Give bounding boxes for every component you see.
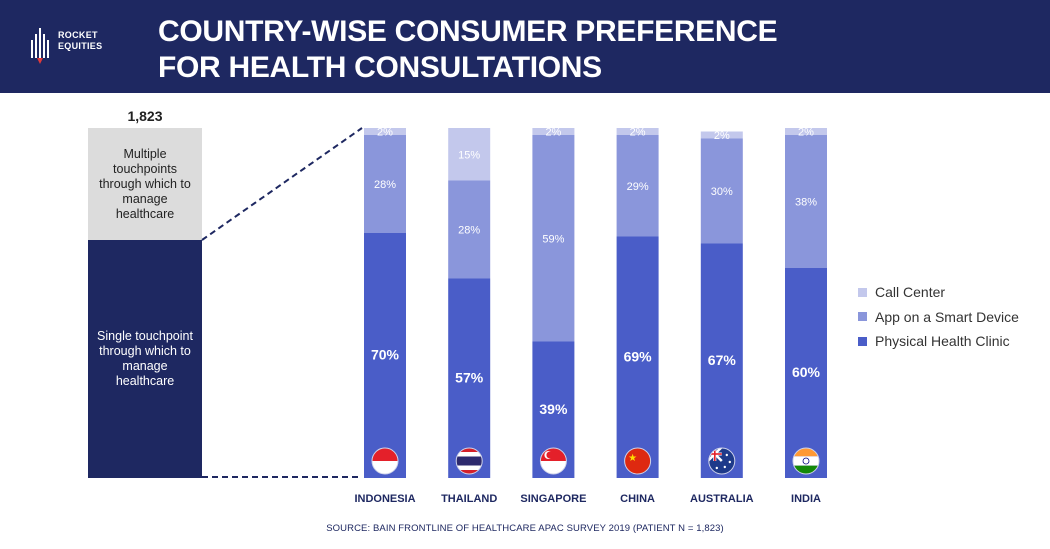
bar-china-physical-health-clinic (616, 236, 659, 478)
logo-line-1: ROCKET (58, 30, 98, 40)
data-label-australia-app-on-a-smart-device: 30% (711, 186, 733, 198)
page-title: COUNTRY-WISE CONSUMER PREFERENCE FOR HEA… (158, 14, 778, 86)
bar-india-physical-health-clinic (785, 268, 827, 478)
data-label-china-physical-health-clinic: 69% (624, 348, 653, 364)
indonesia-flag-icon (371, 447, 399, 475)
data-label-singapore-physical-health-clinic: 39% (539, 401, 568, 417)
bar-china-app-on-a-smart-device (616, 135, 659, 237)
legend-swatch-clinic (858, 336, 867, 346)
multiple-touchpoints-box: Multiple touchpoints through which to ma… (88, 128, 202, 240)
data-label-india-call-center: 2% (798, 127, 814, 139)
data-label-indonesia-physical-health-clinic: 70% (371, 347, 400, 363)
legend-swatch-call-center (858, 287, 867, 297)
data-label-thailand-app-on-a-smart-device: 28% (458, 225, 480, 237)
bar-australia-physical-health-clinic (700, 243, 743, 478)
legend-item-call-center: Call Center (858, 280, 1019, 305)
logo-wordmark: ROCKET EQUITIES (58, 30, 102, 52)
data-label-australia-physical-health-clinic: 67% (708, 352, 737, 368)
data-label-india-app-on-a-smart-device: 38% (795, 197, 817, 209)
australia-flag-icon (708, 447, 736, 475)
china-flag-icon: ★ (624, 447, 652, 475)
bar-singapore-app-on-a-smart-device (532, 135, 575, 342)
bar-indonesia-physical-health-clinic (364, 233, 406, 478)
x-tick-label-singapore: SINGAPORE (520, 493, 586, 505)
rocket-logo-icon (31, 28, 49, 64)
legend-swatch-app (858, 312, 867, 322)
legend-label-app: App on a Smart Device (875, 308, 1019, 325)
data-label-indonesia-call-center: 2% (377, 127, 393, 139)
single-touchpoint-box: Single touchpoint through which to manag… (88, 240, 202, 478)
bar-indonesia-call-center (364, 128, 406, 135)
multiple-touchpoints-label: Multiple touchpoints through which to ma… (99, 146, 191, 221)
svg-text:★: ★ (628, 453, 637, 464)
bar-indonesia-app-on-a-smart-device (364, 135, 406, 233)
legend-item-app: App on a Smart Device (858, 305, 1019, 330)
singapore-flag-icon (539, 447, 567, 475)
legend-label-call-center: Call Center (875, 284, 946, 301)
x-tick-label-china: CHINA (620, 493, 655, 505)
logo-line-2: EQUITIES (58, 41, 103, 51)
bar-thailand-app-on-a-smart-device (448, 180, 491, 279)
bar-singapore-call-center (532, 128, 575, 135)
x-tick-label-india: INDIA (791, 493, 821, 505)
bar-australia-call-center (700, 131, 743, 139)
header-banner: ROCKET EQUITIES COUNTRY-WISE CONSUMER PR… (0, 0, 1050, 93)
title-line-2: FOR HEALTH CONSULTATIONS (158, 51, 602, 84)
single-touchpoint-label: Single touchpoint through which to manag… (97, 329, 193, 388)
data-label-indonesia-app-on-a-smart-device: 28% (374, 179, 396, 191)
thailand-flag-icon (455, 447, 483, 475)
connector-line-top (201, 127, 363, 241)
x-tick-label-australia: AUSTRALIA (690, 493, 754, 505)
data-label-china-call-center: 2% (630, 127, 646, 139)
chart-legend: Call Center App on a Smart Device Physic… (858, 280, 1019, 354)
title-line-1: COUNTRY-WISE CONSUMER PREFERENCE (158, 15, 778, 48)
bar-india-app-on-a-smart-device (785, 135, 827, 268)
data-label-china-app-on-a-smart-device: 29% (627, 181, 649, 193)
data-label-thailand-call-center: 15% (458, 149, 480, 161)
legend-label-clinic: Physical Health Clinic (875, 333, 1010, 350)
data-label-singapore-app-on-a-smart-device: 59% (542, 233, 564, 245)
bar-china-call-center (616, 128, 659, 135)
data-label-thailand-physical-health-clinic: 57% (455, 369, 484, 385)
bar-australia-app-on-a-smart-device (700, 138, 743, 244)
bar-thailand-call-center (448, 128, 491, 181)
source-note: SOURCE: BAIN FRONTLINE OF HEALTHCARE APA… (326, 523, 724, 534)
bar-thailand-physical-health-clinic (448, 278, 491, 478)
data-label-india-physical-health-clinic: 60% (792, 364, 821, 380)
x-tick-label-thailand: THAILAND (441, 493, 497, 505)
data-label-singapore-call-center: 2% (545, 127, 561, 139)
legend-item-clinic: Physical Health Clinic (858, 329, 1019, 354)
india-flag-icon (792, 447, 820, 475)
data-label-australia-call-center: 2% (714, 130, 730, 142)
x-tick-label-indonesia: INDONESIA (354, 493, 415, 505)
bar-india-call-center (785, 128, 827, 135)
total-respondents: 1,823 (127, 108, 163, 124)
